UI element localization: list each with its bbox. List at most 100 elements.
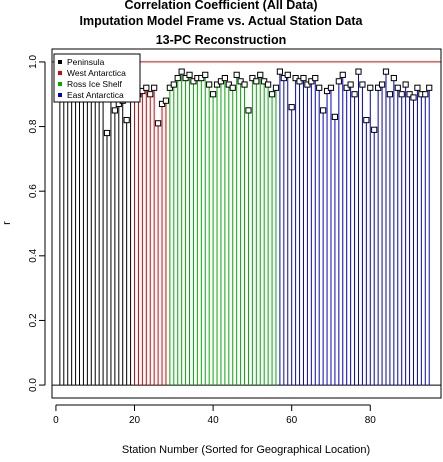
x-axis-label: Station Number (Sorted for Geographical … xyxy=(122,444,370,456)
point-3-0 xyxy=(276,68,283,75)
point-marker xyxy=(323,87,331,95)
y-tick-label-3: 0.6 xyxy=(28,184,39,198)
point-marker xyxy=(245,107,252,114)
point-marker xyxy=(198,74,205,82)
point-3-24 xyxy=(371,126,378,133)
point-2-19 xyxy=(241,81,248,88)
x-tick-label-4: 80 xyxy=(365,415,377,426)
point-3-34 xyxy=(410,94,417,101)
point-2-12 xyxy=(213,81,221,88)
point-2-26 xyxy=(268,91,276,98)
point-3-11 xyxy=(320,107,327,114)
point-1-4 xyxy=(147,91,154,98)
point-marker xyxy=(312,74,319,82)
point-marker xyxy=(217,78,225,85)
point-marker xyxy=(406,91,413,98)
point-marker xyxy=(261,78,268,85)
point-3-3 xyxy=(288,104,295,111)
point-1-7 xyxy=(158,100,166,108)
point-2-17 xyxy=(233,71,240,78)
point-marker xyxy=(166,84,173,91)
point-marker xyxy=(382,68,390,75)
point-marker xyxy=(147,91,154,98)
point-marker xyxy=(367,84,374,91)
point-marker xyxy=(174,74,181,82)
point-marker xyxy=(103,129,111,137)
point-marker xyxy=(186,71,193,78)
point-2-9 xyxy=(202,71,209,78)
chart-title-line-3: 13-PC Reconstruction xyxy=(156,33,287,47)
point-2-8 xyxy=(198,74,205,82)
point-marker xyxy=(265,81,272,88)
point-2-14 xyxy=(221,74,228,82)
x-tick-label-2: 40 xyxy=(208,415,220,426)
point-3-26 xyxy=(378,81,386,88)
point-marker xyxy=(213,81,221,88)
point-3-32 xyxy=(402,81,409,88)
x-tick-label-0: 0 xyxy=(53,415,59,426)
point-2-2 xyxy=(174,74,181,82)
point-marker xyxy=(182,74,189,82)
legend-swatch-3 xyxy=(58,93,62,97)
legend-label-3: East Antarctica xyxy=(67,90,124,100)
chart-title-line-1: Correlation Coefficient (All Data) xyxy=(124,0,317,12)
point-marker xyxy=(233,71,240,78)
point-3-14 xyxy=(331,113,339,120)
point-2-25 xyxy=(265,81,272,88)
point-marker xyxy=(154,120,162,127)
point-3-19 xyxy=(351,91,358,98)
point-marker xyxy=(410,94,417,101)
point-marker xyxy=(190,78,197,85)
point-3-13 xyxy=(327,84,335,91)
point-marker xyxy=(320,107,327,114)
point-marker xyxy=(359,81,366,88)
point-marker xyxy=(351,91,358,98)
point-1-5 xyxy=(151,84,158,91)
point-marker xyxy=(162,97,170,104)
point-marker xyxy=(178,68,185,75)
point-marker xyxy=(308,78,315,85)
point-3-29 xyxy=(390,74,397,82)
point-2-18 xyxy=(237,78,244,85)
point-marker xyxy=(426,84,433,91)
point-marker xyxy=(225,81,232,88)
point-marker xyxy=(347,81,354,88)
point-marker xyxy=(316,84,323,91)
point-3-15 xyxy=(335,78,342,85)
point-3-28 xyxy=(386,91,394,98)
point-marker xyxy=(335,78,342,85)
point-3-38 xyxy=(426,84,433,91)
y-tick-label-1: 0.2 xyxy=(28,313,39,327)
point-marker xyxy=(327,84,335,91)
point-3-7 xyxy=(304,81,311,88)
point-marker xyxy=(237,78,244,85)
legend-swatch-1 xyxy=(58,71,62,75)
point-3-33 xyxy=(406,91,413,98)
y-tick-label-4: 0.8 xyxy=(28,119,39,133)
point-2-16 xyxy=(229,84,236,91)
point-marker xyxy=(363,116,370,124)
point-2-24 xyxy=(261,78,268,85)
point-2-27 xyxy=(272,84,280,91)
point-marker xyxy=(402,81,409,88)
point-marker xyxy=(288,104,295,111)
point-3-23 xyxy=(367,84,374,91)
x-tick-label-3: 60 xyxy=(286,415,298,426)
legend-swatch-2 xyxy=(58,82,62,86)
point-3-2 xyxy=(284,71,291,78)
point-2-0 xyxy=(166,84,173,91)
point-marker xyxy=(371,126,378,133)
point-0-12 xyxy=(103,129,111,137)
point-0-17 xyxy=(123,116,130,124)
legend-swatch-0 xyxy=(58,60,62,64)
point-2-13 xyxy=(217,78,225,85)
chart-title-line-2: Imputation Model Frame vs. Actual Statio… xyxy=(80,14,364,28)
point-marker xyxy=(331,113,339,120)
point-3-37 xyxy=(422,91,429,98)
point-marker xyxy=(304,81,311,88)
point-marker xyxy=(170,81,177,88)
point-3-10 xyxy=(316,84,323,91)
